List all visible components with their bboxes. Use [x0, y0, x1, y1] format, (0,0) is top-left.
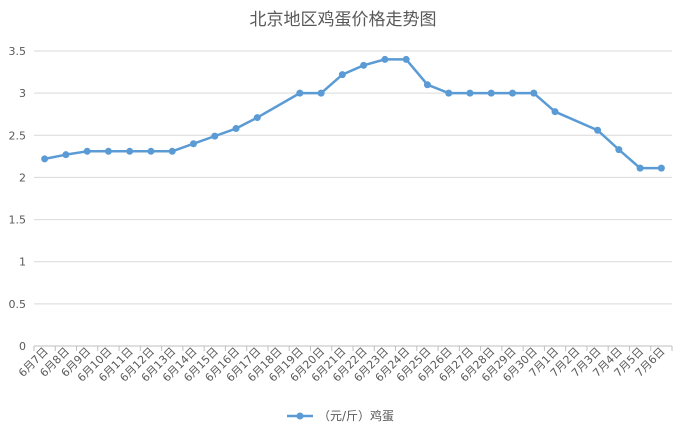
- y-axis-ticks: 0 0.5 1 1.5 2 2.5 3 3.5: [9, 45, 27, 353]
- y-tick-label: 1: [19, 256, 26, 269]
- data-point: [636, 164, 644, 172]
- data-point: [445, 89, 453, 97]
- data-point: [126, 147, 134, 155]
- data-point: [232, 125, 240, 133]
- y-tick-label: 0: [19, 340, 26, 353]
- chart-title: 北京地区鸡蛋价格走势图: [250, 10, 437, 30]
- data-point: [104, 147, 112, 155]
- data-point: [253, 114, 261, 122]
- series-line: [44, 58, 662, 170]
- data-point: [360, 61, 368, 69]
- gridlines: [34, 50, 672, 347]
- y-tick-label: 3.5: [9, 45, 27, 58]
- legend-point-marker: [296, 412, 304, 420]
- data-point: [509, 89, 516, 97]
- data-point: [423, 81, 431, 89]
- legend: （元/斤）鸡蛋: [287, 408, 394, 423]
- y-tick-label: 2: [19, 171, 26, 184]
- data-point: [317, 89, 325, 97]
- data-point: [615, 146, 623, 154]
- legend-label: （元/斤）鸡蛋: [318, 408, 394, 423]
- data-point: [530, 89, 538, 97]
- data-point: [211, 132, 219, 140]
- data-point: [466, 89, 474, 97]
- data-point: [41, 155, 49, 163]
- series-layer: [41, 55, 665, 172]
- data-point: [83, 147, 91, 155]
- data-point: [168, 147, 176, 155]
- data-point: [381, 55, 389, 63]
- data-point: [190, 140, 197, 148]
- y-tick-label: 3: [19, 87, 26, 100]
- data-point: [487, 89, 495, 97]
- data-point: [657, 164, 665, 172]
- data-point: [296, 89, 304, 97]
- x-axis-ticks: 6月7日6月8日6月9日6月10日6月11日6月12日6月13日6月14日6月1…: [16, 345, 673, 385]
- data-point: [594, 126, 602, 134]
- y-tick-label: 2.5: [9, 129, 27, 142]
- y-tick-label: 0.5: [9, 298, 27, 311]
- y-tick-label: 1.5: [9, 214, 27, 227]
- data-point: [147, 147, 155, 155]
- data-point: [551, 108, 559, 116]
- data-point: [402, 55, 410, 63]
- data-point: [338, 71, 346, 79]
- data-point: [62, 151, 70, 159]
